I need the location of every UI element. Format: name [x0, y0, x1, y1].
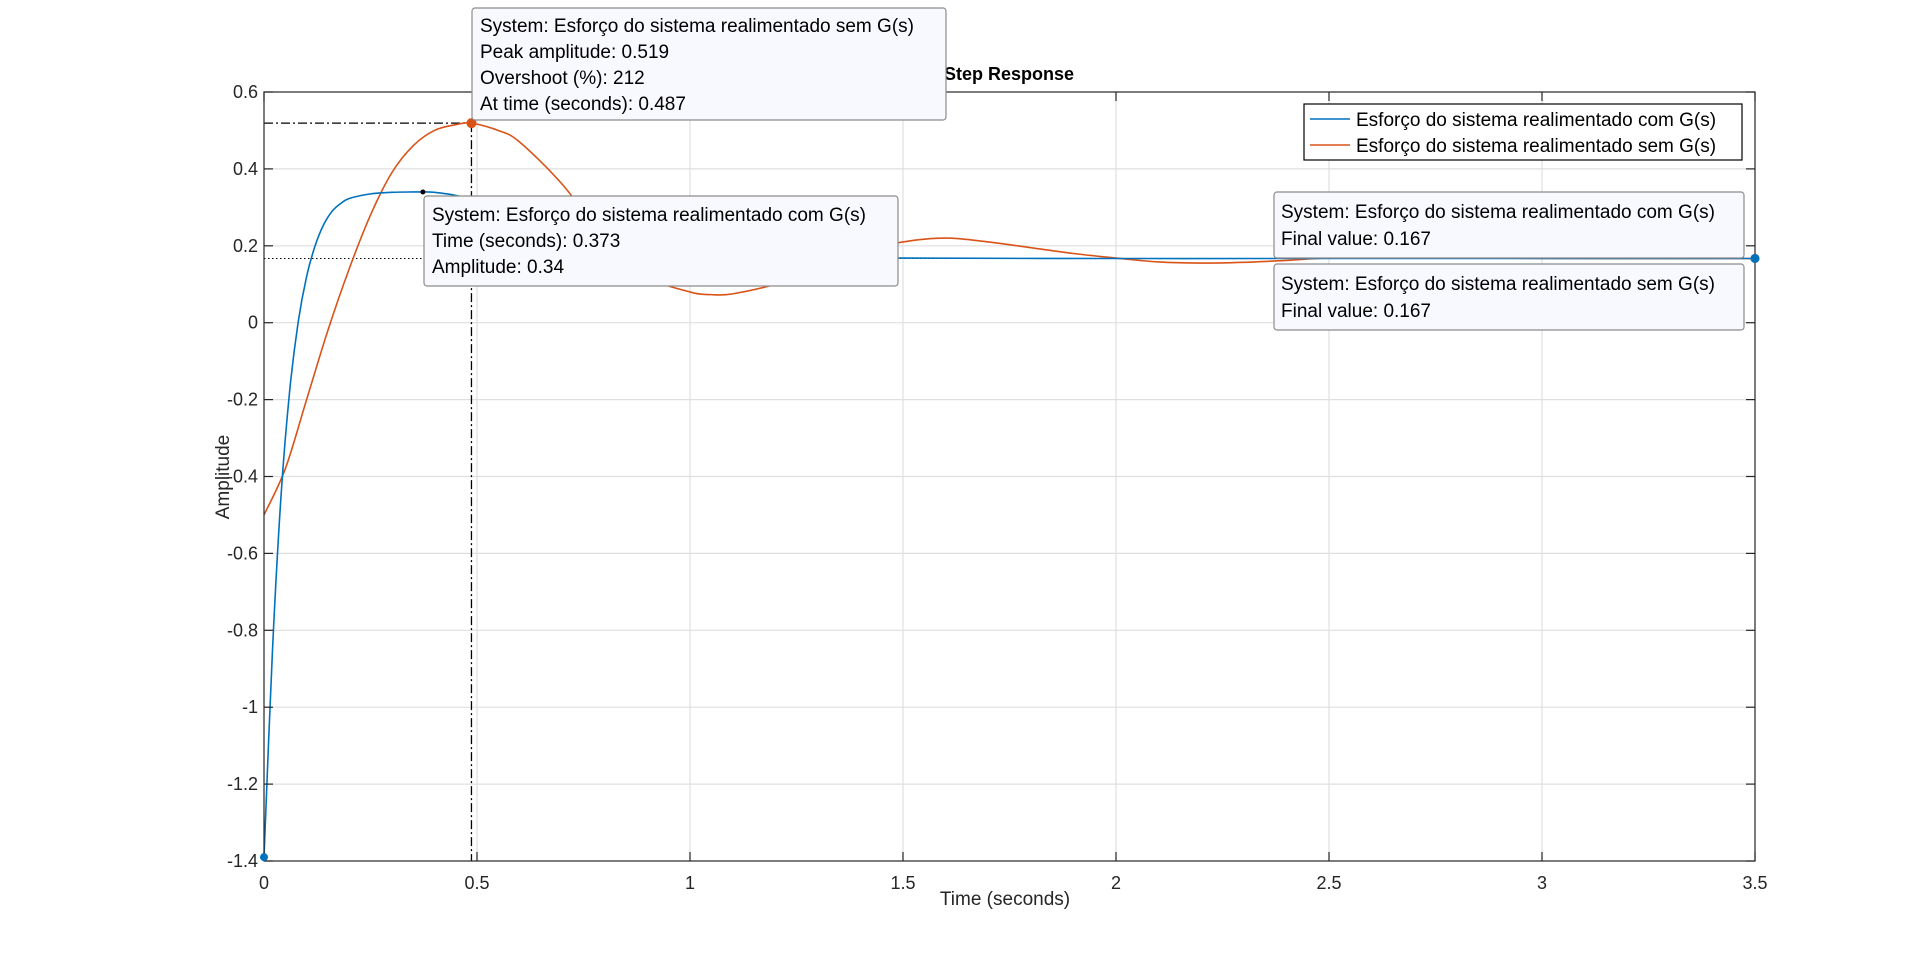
x-tick-label: 1	[685, 873, 695, 893]
y-tick-label: -1	[242, 697, 258, 717]
start-point-marker[interactable]	[260, 853, 268, 862]
datatip-line: Final value: 0.167	[1281, 301, 1431, 322]
y-tick-label: 0.4	[233, 159, 258, 179]
datatip-point-com-g[interactable]: System: Esforço do sistema realimentado …	[423, 195, 899, 287]
datatip-point-marker[interactable]	[420, 189, 426, 195]
datatip-line: Overshoot (%): 212	[480, 68, 645, 89]
chart-title: Step Response	[944, 64, 1074, 84]
y-tick-label: 0	[248, 313, 258, 333]
axis-ticks: 0 0.5 1 1.5 2 2.5 3 3.5 -1.4 -1.2 -1 -0.8 -0.6 -0.4 -0…	[227, 82, 1768, 893]
x-tick-label: 2.5	[1316, 873, 1341, 893]
y-tick-label: 0.6	[233, 82, 258, 102]
final-value-marker-com-g[interactable]	[1750, 253, 1760, 263]
x-tick-label: 0	[259, 873, 269, 893]
datatip-line: Peak amplitude: 0.519	[480, 42, 669, 63]
x-tick-label: 0.5	[464, 873, 489, 893]
y-tick-label: -0.2	[227, 390, 258, 410]
series-line-sem-g[interactable]	[263, 122, 1756, 516]
x-tick-label: 3	[1537, 873, 1547, 893]
datatip-line: System: Esforço do sistema realimentado …	[480, 16, 914, 37]
legend-box	[1303, 103, 1743, 161]
y-tick-label: -1.4	[227, 851, 258, 871]
legend-label-com-g: Esforço do sistema realimentado com G(s)	[1356, 110, 1716, 131]
x-axis-label: Time (seconds)	[940, 889, 1070, 910]
datatip-box	[423, 195, 899, 287]
y-tick-label: -0.6	[227, 543, 258, 563]
x-tick-label: 1.5	[890, 873, 915, 893]
y-tick-label: 0.2	[233, 236, 258, 256]
peak-marker[interactable]	[466, 118, 477, 129]
datatip-peak-sem-g[interactable]: System: Esforço do sistema realimentado …	[471, 7, 947, 121]
y-axis-label: Amplitude	[213, 435, 234, 520]
datatip-final-com-g[interactable]: System: Esforço do sistema realimentado …	[1273, 191, 1745, 259]
datatip-box	[471, 7, 947, 121]
x-tick-label: 3.5	[1742, 873, 1767, 893]
datatip-line: System: Esforço do sistema realimentado …	[1281, 202, 1715, 223]
datatip-line: Time (seconds): 0.373	[432, 231, 620, 252]
x-tick-label: 2	[1111, 873, 1121, 893]
datatip-line: Final value: 0.167	[1281, 229, 1431, 250]
datatip-line: System: Esforço do sistema realimentado …	[432, 205, 866, 226]
datatip-line: System: Esforço do sistema realimentado …	[1281, 274, 1715, 295]
datatip-line: At time (seconds): 0.487	[480, 94, 686, 115]
data-markers	[260, 118, 1760, 862]
series-line-com-g[interactable]	[263, 191, 1755, 858]
legend[interactable]: Esforço do sistema realimentado com G(s)…	[1303, 103, 1743, 161]
y-tick-label: -0.4	[227, 467, 258, 487]
datatip-box	[1273, 263, 1745, 331]
datatip-final-sem-g[interactable]: System: Esforço do sistema realimentado …	[1273, 263, 1745, 331]
y-tick-label: -1.2	[227, 774, 258, 794]
series-lines	[263, 122, 1756, 858]
legend-label-sem-g: Esforço do sistema realimentado sem G(s)	[1356, 136, 1716, 157]
datatip-line: Amplitude: 0.34	[432, 257, 564, 278]
datatip-box	[1273, 191, 1745, 259]
y-tick-label: -0.8	[227, 620, 258, 640]
